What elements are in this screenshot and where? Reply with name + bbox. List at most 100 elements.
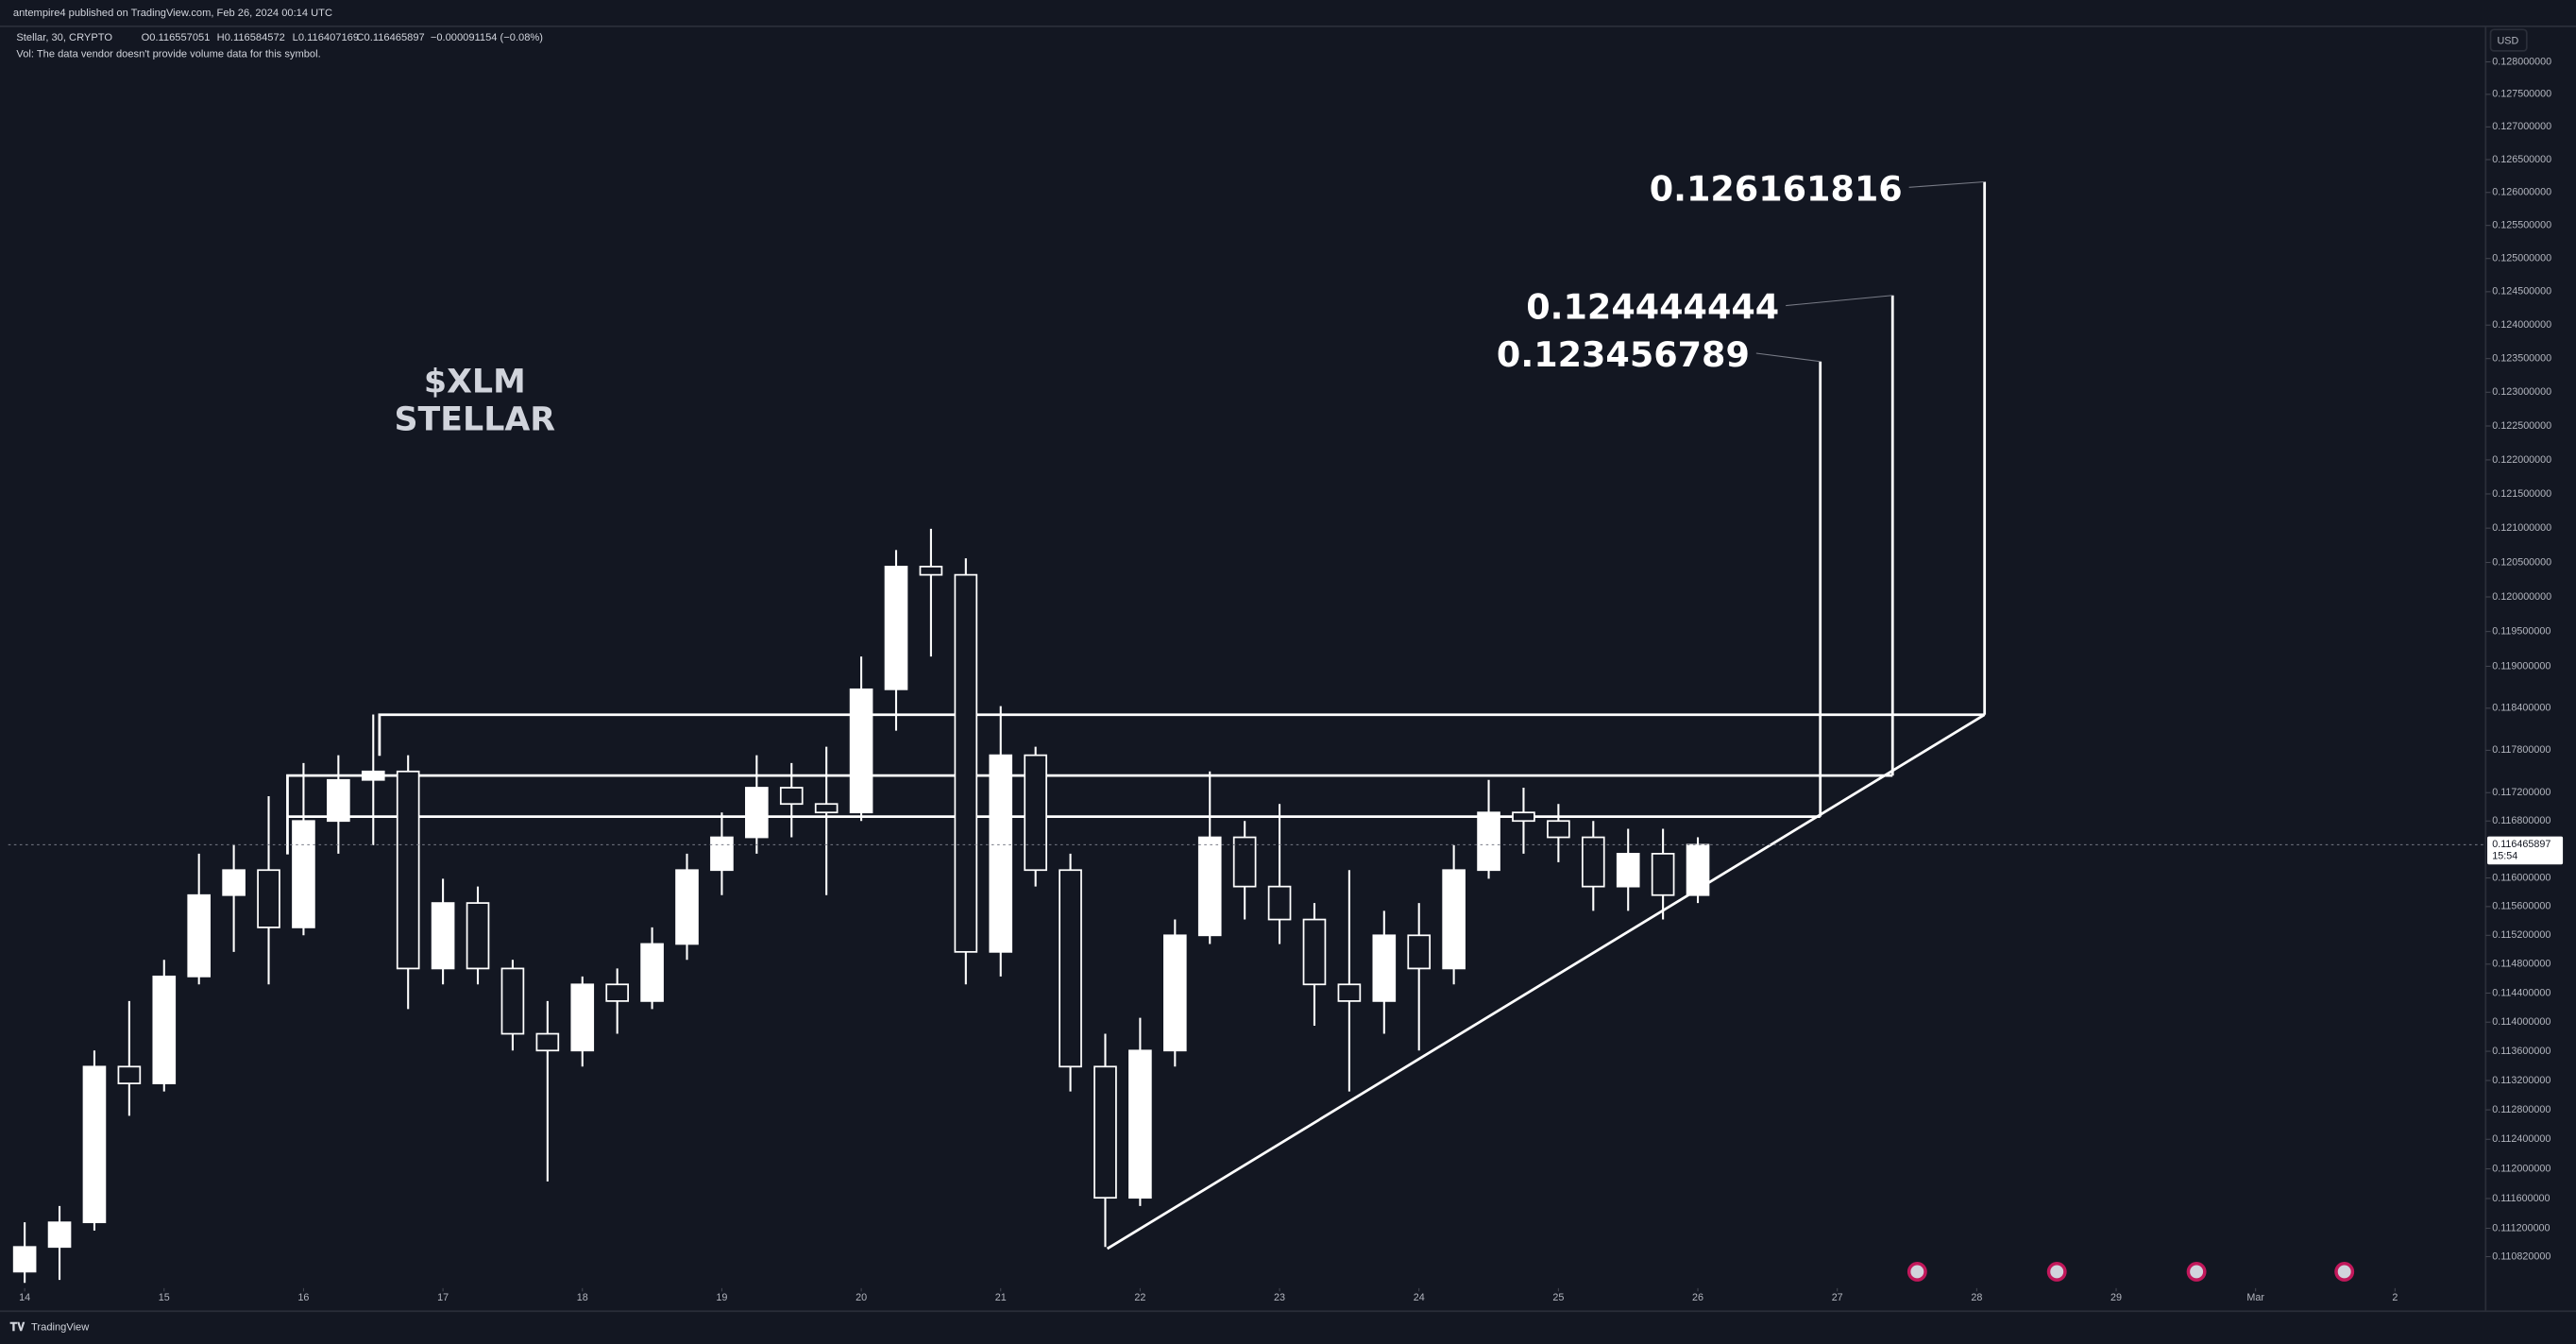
y-tick-label: 0.127500000	[2492, 89, 2551, 100]
x-tick-label: 27	[1832, 1292, 1843, 1303]
y-tick-label: 0.123500000	[2492, 353, 2551, 365]
candle-body	[570, 983, 595, 1052]
x-tick-label: 16	[297, 1292, 309, 1303]
x-tick-label: 24	[1414, 1292, 1425, 1303]
last-price-box	[2487, 836, 2564, 865]
x-tick-label: 22	[1134, 1292, 1145, 1303]
y-tick-label: 0.111600000	[2492, 1193, 2550, 1204]
candle-body	[1302, 918, 1327, 986]
y-tick-label: 0.125000000	[2492, 253, 2551, 264]
candle-body	[884, 566, 908, 690]
y-tick-label: 0.112400000	[2492, 1133, 2551, 1145]
y-tick-label: 0.115600000	[2492, 901, 2551, 912]
y-tick-label: 0.110820000	[2492, 1250, 2551, 1262]
y-tick-label: 0.112800000	[2492, 1104, 2551, 1115]
y-tick-label: 0.119000000	[2492, 660, 2551, 672]
candle-body	[1197, 836, 1222, 937]
last-price-label: 0.116465897	[2492, 839, 2551, 850]
x-tick-label: 17	[437, 1292, 449, 1303]
x-tick-label: 14	[19, 1292, 30, 1303]
resistance-line	[378, 713, 1985, 757]
y-tick-label: 0.116000000	[2492, 872, 2551, 883]
candle-body	[152, 975, 177, 1084]
y-tick-label: 0.123000000	[2492, 386, 2551, 398]
y-tick-label: 0.114000000	[2492, 1016, 2551, 1028]
y-tick-label: 0.124500000	[2492, 286, 2551, 298]
y-tick-label: 0.127000000	[2492, 121, 2551, 132]
drawings	[286, 713, 1986, 1250]
event-icon[interactable]	[1907, 1262, 1927, 1282]
y-tick-label: 0.126500000	[2492, 154, 2551, 165]
event-icon[interactable]	[2046, 1262, 2067, 1282]
y-tick-label: 0.115200000	[2492, 929, 2551, 941]
annotation: $XLM	[424, 363, 526, 400]
y-tick-label: 0.120500000	[2492, 556, 2551, 568]
candle-body	[222, 869, 246, 896]
target-leader	[1908, 180, 1985, 188]
candle-body	[1232, 836, 1257, 888]
y-tick-label: 0.124000000	[2492, 319, 2551, 331]
candle-body	[396, 770, 420, 970]
x-tick-label: 2	[2392, 1292, 2398, 1303]
volume-note: Vol: The data vendor doesn't provide vol…	[16, 48, 320, 60]
x-tick-label: 25	[1552, 1292, 1564, 1303]
currency-box[interactable]	[2489, 28, 2528, 52]
candle-body	[47, 1221, 72, 1249]
candle-body	[431, 902, 455, 970]
ohlc-close: C0.116465897	[357, 32, 425, 43]
candle-body	[1686, 843, 1710, 896]
candle-body	[745, 787, 769, 839]
y-tick-label: 0.117200000	[2492, 787, 2551, 798]
candle-body	[1093, 1065, 1117, 1199]
y-tick-label: 0.116800000	[2492, 815, 2551, 826]
candle-body	[466, 902, 490, 970]
y-tick-label: 0.114800000	[2492, 959, 2551, 970]
annotation: STELLAR	[395, 400, 556, 438]
event-icon[interactable]	[2334, 1262, 2355, 1282]
candle-body	[640, 943, 664, 1002]
candle-body	[1651, 852, 1675, 896]
y-tick-label: 0.125500000	[2492, 220, 2551, 231]
symbol: Stellar, 30, CRYPTO	[16, 32, 112, 43]
ohlc-open: O0.116557051	[142, 32, 211, 43]
x-tick-label: 23	[1274, 1292, 1285, 1303]
candle-body	[1512, 811, 1535, 823]
x-tick-label: 18	[577, 1292, 588, 1303]
candle-body	[605, 983, 629, 1002]
candle-body	[779, 787, 804, 806]
candle-body	[989, 754, 1013, 953]
candle-body	[919, 566, 943, 576]
candle-body	[1059, 869, 1082, 1068]
ohlc-high: H0.116584572	[217, 32, 285, 43]
candle-body	[117, 1065, 142, 1084]
y-tick-label: 0.113200000	[2492, 1075, 2551, 1086]
candle-body	[1128, 1049, 1152, 1199]
y-tick-label: 0.122500000	[2492, 420, 2551, 432]
y-tick-label: 0.121000000	[2492, 522, 2551, 534]
x-tick-label: 21	[995, 1292, 1007, 1303]
candle-body	[535, 1032, 560, 1052]
currency[interactable]: USD	[2497, 35, 2518, 46]
x-tick-label: 20	[856, 1292, 867, 1303]
logo-mark: 𝐓𝐕	[9, 1320, 25, 1334]
target-label: 0.123456789	[1497, 334, 1750, 375]
target-label: 0.124444444	[1526, 287, 1779, 328]
countdown: 15:54	[2492, 850, 2517, 861]
y-tick-label: 0.121500000	[2492, 488, 2551, 500]
y-tick-label: 0.118400000	[2492, 703, 2551, 714]
event-icon[interactable]	[2186, 1262, 2207, 1282]
x-tick-label: 29	[2110, 1292, 2122, 1303]
candle-body	[1547, 820, 1570, 839]
y-tick-label: 0.128000000	[2492, 56, 2551, 67]
x-tick-label: 19	[716, 1292, 727, 1303]
x-tick-label: Mar	[2246, 1292, 2264, 1303]
target-leader	[1786, 295, 1893, 307]
candle-body	[675, 869, 699, 945]
ohlc-low: L0.116407169	[293, 32, 359, 43]
brand: TradingView	[31, 1322, 90, 1334]
ohlc-change: −0.000091154 (−0.08%)	[431, 32, 543, 43]
candle-body	[1267, 885, 1292, 921]
